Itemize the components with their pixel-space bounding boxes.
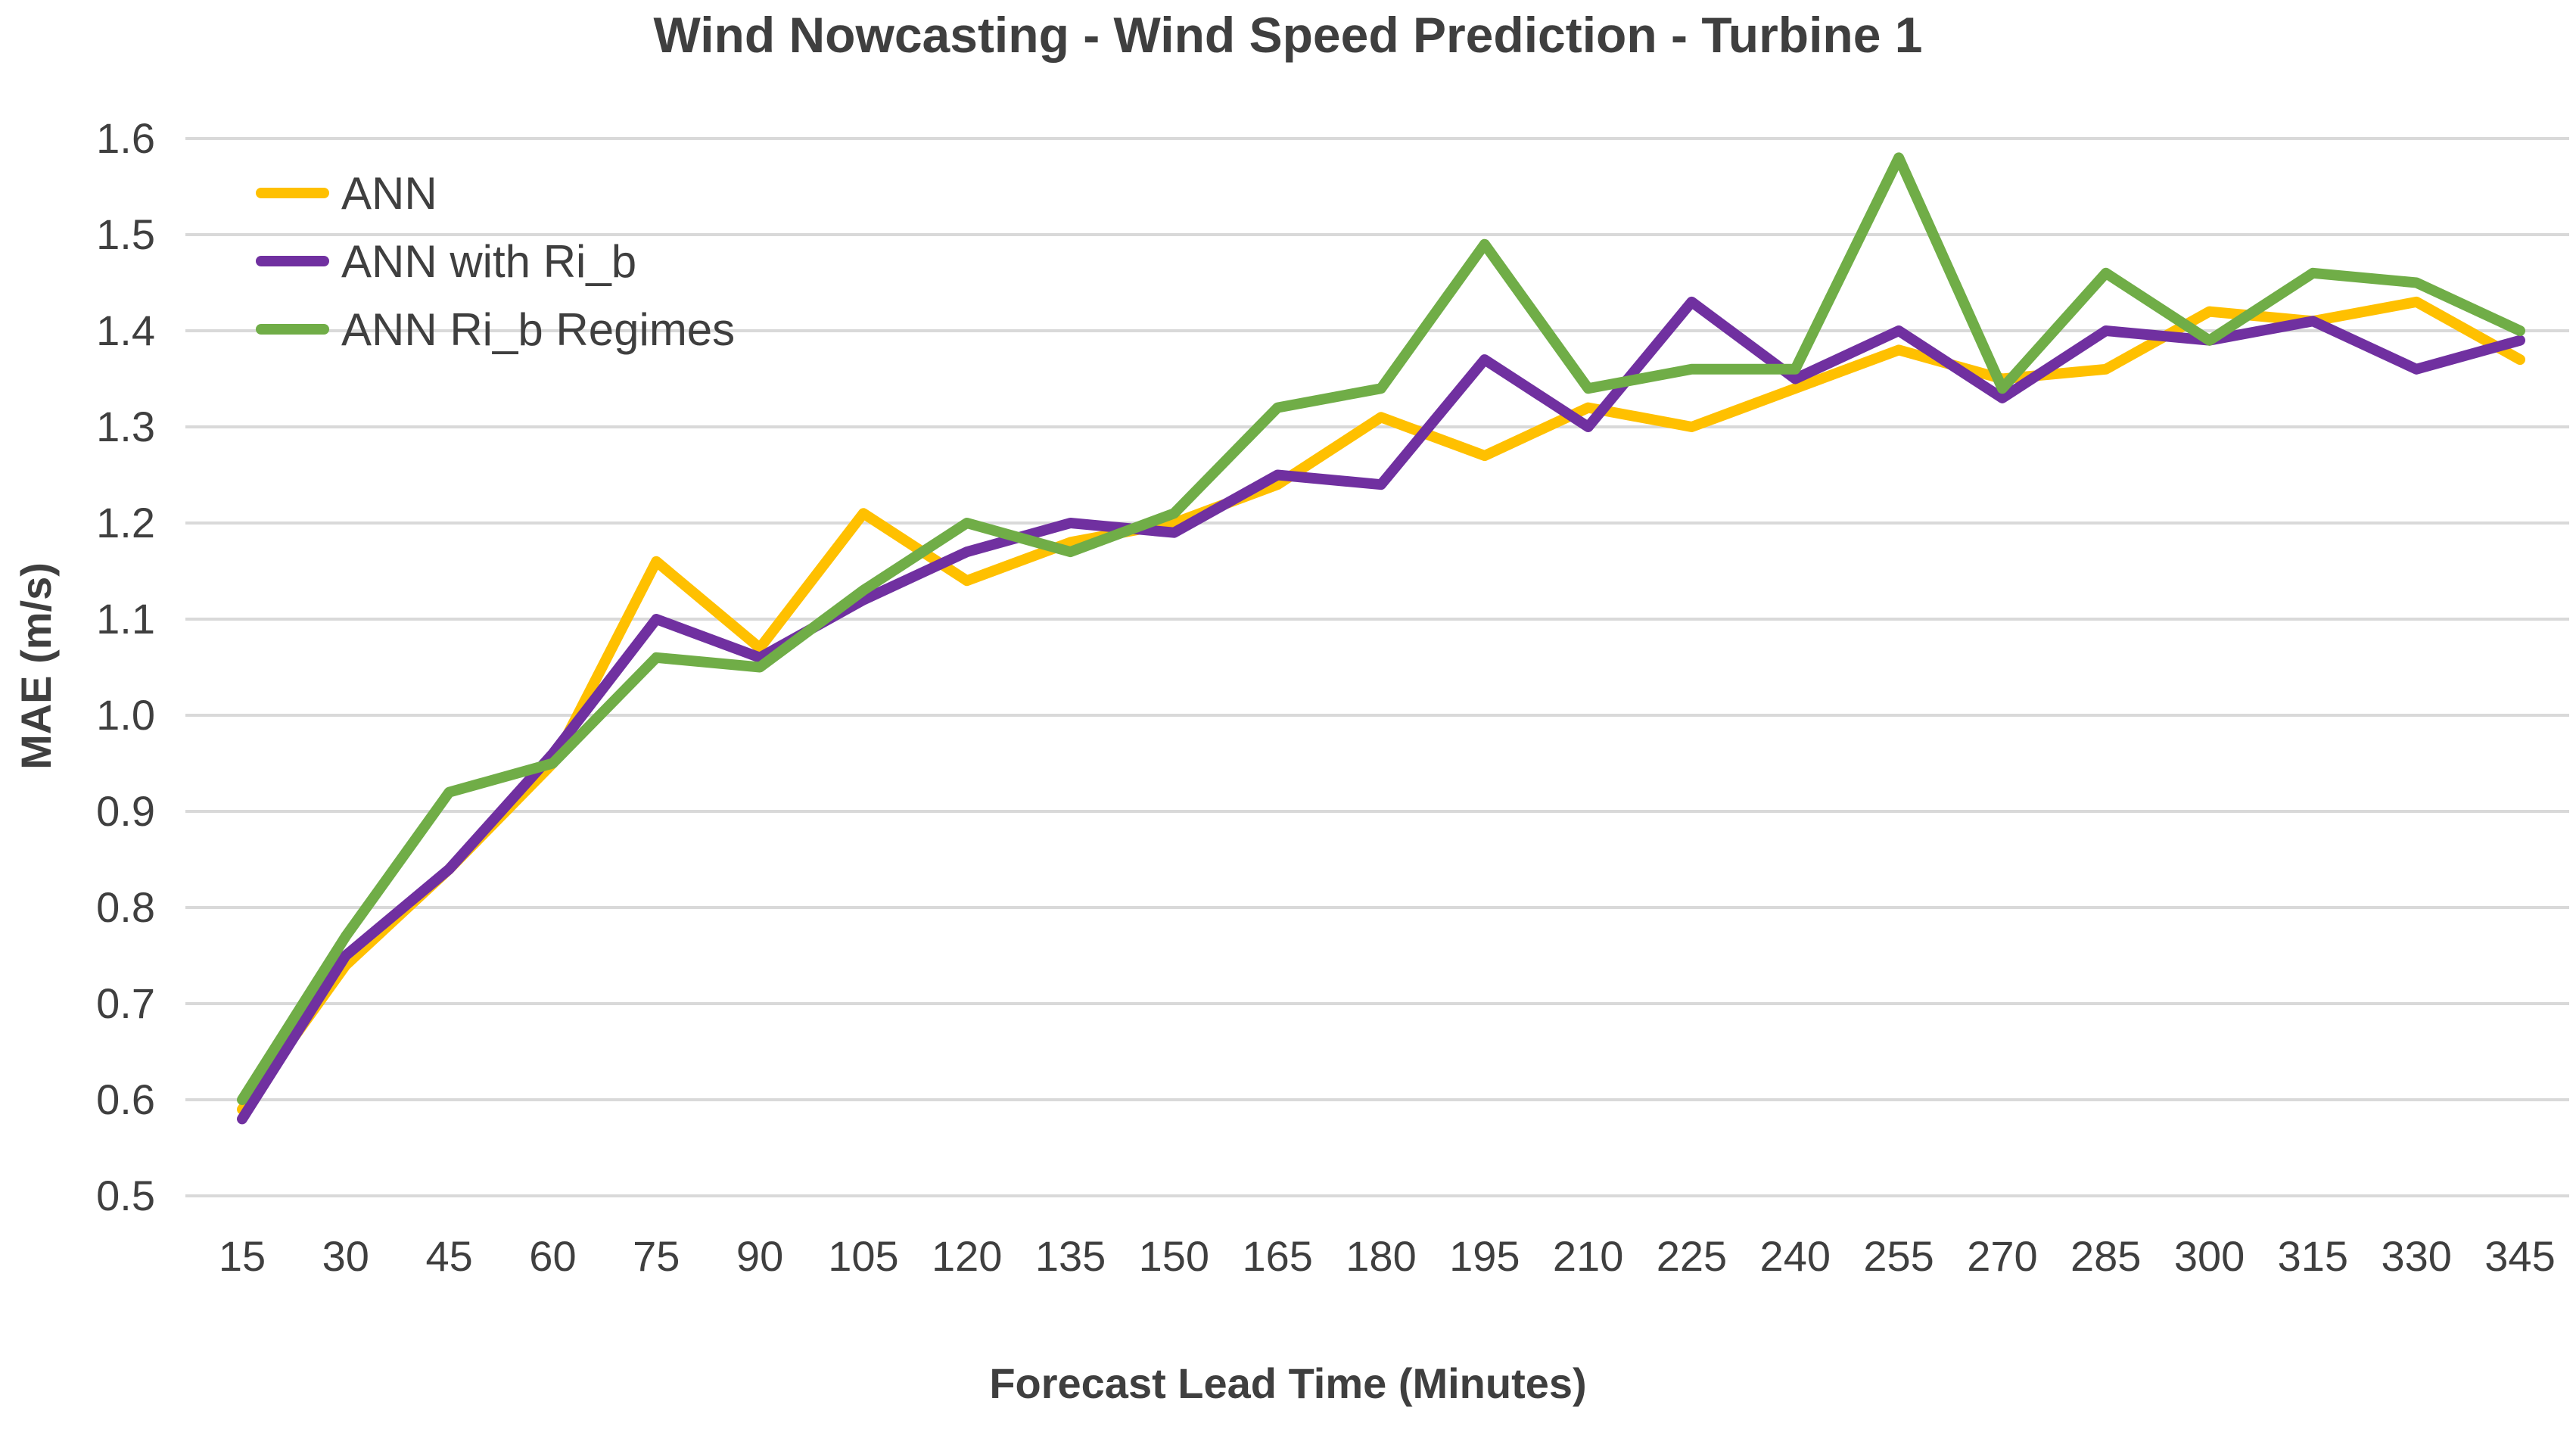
y-tick-label: 1.0 bbox=[96, 691, 155, 739]
y-tick-label: 1.3 bbox=[96, 403, 155, 450]
x-tick-label: 240 bbox=[1759, 1232, 1831, 1280]
x-tick-label: 300 bbox=[2173, 1232, 2245, 1280]
legend-label: ANN with Ri_b bbox=[341, 235, 637, 287]
x-tick-label: 165 bbox=[1242, 1232, 1313, 1280]
x-tick-label: 105 bbox=[828, 1232, 899, 1280]
y-tick-label: 1.2 bbox=[96, 499, 155, 546]
x-tick-label: 75 bbox=[633, 1232, 680, 1280]
x-tick-label: 135 bbox=[1034, 1232, 1106, 1280]
legend-item-ann: ANN bbox=[256, 159, 735, 227]
y-tick-label: 0.7 bbox=[96, 979, 155, 1027]
x-tick-label: 195 bbox=[1449, 1232, 1520, 1280]
x-tick-label: 345 bbox=[2484, 1232, 2556, 1280]
x-tick-label: 285 bbox=[2070, 1232, 2142, 1280]
x-tick-label: 225 bbox=[1656, 1232, 1728, 1280]
x-tick-label: 270 bbox=[1967, 1232, 2038, 1280]
x-tick-label: 315 bbox=[2277, 1232, 2349, 1280]
chart-title: Wind Nowcasting - Wind Speed Prediction … bbox=[653, 7, 1923, 63]
x-tick-label: 45 bbox=[425, 1232, 473, 1280]
y-axis-title: MAE (m/s) bbox=[12, 562, 60, 770]
y-tick-label: 1.1 bbox=[96, 595, 155, 643]
x-axis-title: Forecast Lead Time (Minutes) bbox=[989, 1359, 1587, 1407]
legend: ANN ANN with Ri_b ANN Ri_b Regimes bbox=[256, 159, 735, 363]
legend-item-ann-ri-b-regimes: ANN Ri_b Regimes bbox=[256, 295, 735, 363]
x-tick-label: 180 bbox=[1346, 1232, 1417, 1280]
y-tick-label: 1.4 bbox=[96, 307, 155, 354]
x-tick-label: 30 bbox=[322, 1232, 369, 1280]
series-lines bbox=[237, 152, 2525, 1125]
legend-label: ANN Ri_b Regimes bbox=[341, 304, 736, 355]
legend-label: ANN bbox=[341, 167, 437, 219]
x-tick-label: 15 bbox=[218, 1232, 266, 1280]
y-tick-label: 1.5 bbox=[96, 210, 155, 258]
x-tick-label: 60 bbox=[529, 1232, 577, 1280]
x-tick-label: 90 bbox=[736, 1232, 784, 1280]
x-tick-label: 120 bbox=[932, 1232, 1003, 1280]
y-tick-label: 0.6 bbox=[96, 1076, 155, 1123]
series-line-ann-with-ri-b bbox=[237, 296, 2525, 1125]
x-tick-label: 255 bbox=[1863, 1232, 1934, 1280]
legend-swatch-icon bbox=[256, 188, 329, 198]
x-tick-label: 330 bbox=[2381, 1232, 2452, 1280]
x-tick-label: 150 bbox=[1138, 1232, 1210, 1280]
legend-swatch-icon bbox=[256, 256, 329, 266]
legend-item-ann-with-ri-b: ANN with Ri_b bbox=[256, 227, 735, 295]
series-line-ann bbox=[237, 296, 2525, 1115]
x-tick-label: 210 bbox=[1552, 1232, 1624, 1280]
gridlines bbox=[185, 137, 2569, 1197]
y-tick-label: 0.5 bbox=[96, 1172, 155, 1219]
y-tick-label: 1.6 bbox=[96, 114, 155, 162]
y-tick-label: 0.9 bbox=[96, 787, 155, 835]
legend-swatch-icon bbox=[256, 324, 329, 335]
y-tick-label: 0.8 bbox=[96, 883, 155, 931]
series-line-ann-ri-b-regimes bbox=[237, 152, 2525, 1105]
